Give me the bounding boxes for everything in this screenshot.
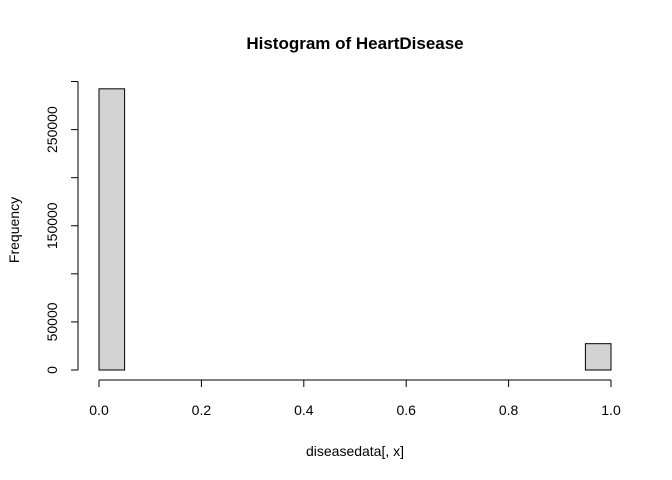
x-tick-label: 0.8 <box>499 402 519 418</box>
x-axis-label: diseasedata[, x] <box>306 443 404 459</box>
y-tick-label: 0 <box>44 366 60 374</box>
x-tick-label: 1.0 <box>601 402 621 418</box>
x-tick-label: 0.0 <box>89 402 109 418</box>
x-axis: 0.0 0.2 0.4 0.6 0.8 1.0 <box>89 379 621 418</box>
histogram-bar <box>584 343 612 371</box>
histogram-bar <box>98 88 126 371</box>
histogram-bars <box>98 88 612 371</box>
y-tick-label: 250000 <box>44 106 60 153</box>
x-tick-label: 0.6 <box>396 402 416 418</box>
y-axis: 0 50000 150000 250000 <box>44 81 79 374</box>
y-tick-label: 50000 <box>44 302 60 341</box>
y-tick-label: 150000 <box>44 202 60 249</box>
x-tick-label: 0.4 <box>294 402 314 418</box>
y-axis-label: Frequency <box>6 197 22 263</box>
x-tick-label: 0.2 <box>192 402 212 418</box>
chart-title: Histogram of HeartDisease <box>246 34 463 53</box>
